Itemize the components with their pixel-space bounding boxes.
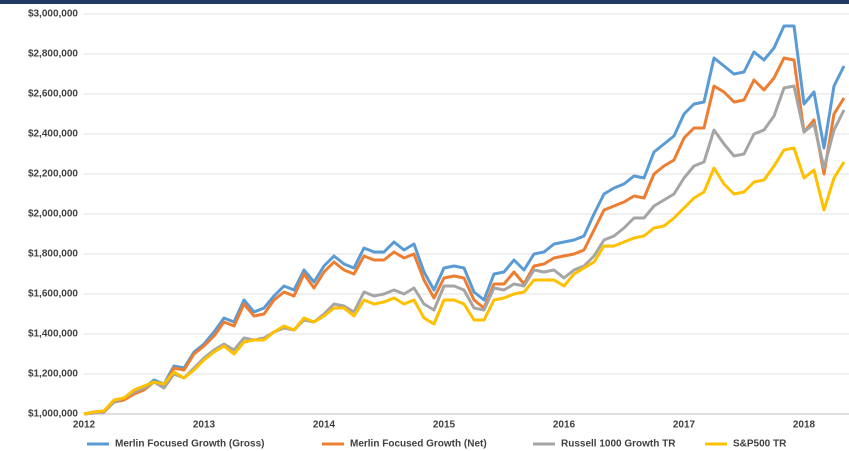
- x-tick-label: 2018: [793, 420, 816, 431]
- series-line: [83, 146, 846, 416]
- top-bar: [0, 0, 849, 4]
- x-tick-label: 2012: [73, 420, 96, 431]
- y-tick-label: $2,200,000: [28, 169, 78, 180]
- legend-label: Merlin Focused Growth (Gross): [115, 439, 264, 450]
- y-tick-label: $2,800,000: [28, 49, 78, 60]
- legend-label: S&P500 TR: [733, 439, 787, 450]
- series-line: [83, 24, 846, 416]
- y-tick-label: $2,000,000: [28, 209, 78, 220]
- y-tick-label: $3,000,000: [28, 9, 78, 20]
- y-tick-label: $1,000,000: [28, 409, 78, 420]
- y-tick-label: $1,400,000: [28, 329, 78, 340]
- legend-label: Merlin Focused Growth (Net): [350, 439, 487, 450]
- series-line: [83, 84, 846, 416]
- x-tick-label: 2014: [313, 420, 336, 431]
- x-tick-label: 2017: [673, 420, 696, 431]
- y-tick-label: $2,600,000: [28, 89, 78, 100]
- y-tick-label: $1,200,000: [28, 369, 78, 380]
- y-tick-label: $1,600,000: [28, 289, 78, 300]
- x-tick-label: 2015: [433, 420, 456, 431]
- y-tick-label: $1,800,000: [28, 249, 78, 260]
- y-tick-label: $2,400,000: [28, 129, 78, 140]
- series-line: [83, 56, 846, 416]
- x-tick-label: 2016: [553, 420, 576, 431]
- legend-label: Russell 1000 Growth TR: [561, 439, 676, 450]
- x-tick-label: 2013: [193, 420, 216, 431]
